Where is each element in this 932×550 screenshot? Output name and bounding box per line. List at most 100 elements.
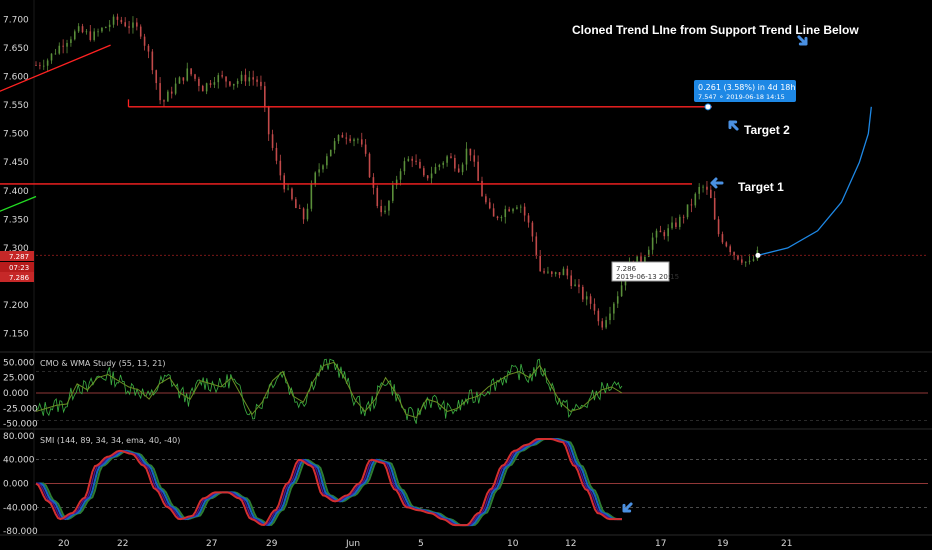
- candle-body: [624, 278, 627, 286]
- cmo-tick-label: 25.000: [3, 374, 35, 384]
- candle-body: [488, 202, 491, 209]
- candle-body: [539, 255, 541, 272]
- cmo-wma-line: [35, 361, 623, 419]
- candle-body: [682, 216, 685, 218]
- candle-body: [399, 171, 402, 180]
- candle-body: [578, 284, 580, 287]
- cmo-y-axis[interactable]: 50.000 25.000 0.000 -25.000 -50.000: [3, 358, 38, 429]
- candle-body: [640, 256, 642, 263]
- candle-body: [368, 153, 371, 178]
- candle-body: [388, 200, 390, 211]
- candle-body: [306, 208, 309, 220]
- candle-body: [543, 271, 545, 273]
- candle-body: [426, 175, 429, 179]
- price-tick-label: 7.200: [3, 301, 29, 311]
- candle-body: [50, 53, 53, 61]
- candle-body: [516, 207, 518, 209]
- x-tick-label: 21: [781, 539, 792, 549]
- drawing-lines[interactable]: [0, 44, 872, 332]
- candle-body: [329, 149, 332, 157]
- candle-body: [616, 296, 619, 304]
- smi-panel-label[interactable]: SMI (144, 89, 34, 34, ema, 40, -40): [40, 436, 180, 445]
- candle-body: [613, 303, 615, 314]
- candle-body: [504, 209, 507, 218]
- candle-body: [500, 217, 503, 219]
- candle-body: [232, 83, 235, 86]
- candle-body: [333, 141, 336, 150]
- candle-body: [531, 222, 534, 237]
- candle-body: [690, 204, 693, 206]
- candle-body: [66, 42, 68, 47]
- candle-body: [752, 259, 755, 261]
- candle-body: [349, 138, 351, 142]
- candle-body: [159, 83, 161, 101]
- cmo-tick-label: -25.000: [3, 404, 38, 414]
- cmo-tick-label: -50.000: [3, 420, 38, 430]
- cmo-panel-label[interactable]: CMO & WMA Study (55, 13, 21): [40, 359, 166, 368]
- candle-body: [686, 204, 689, 218]
- candle-body: [423, 168, 425, 176]
- candle-body: [663, 232, 666, 237]
- candle-body: [376, 187, 379, 207]
- smi-tick-label: 40.000: [3, 456, 35, 466]
- candle-body: [318, 169, 320, 173]
- candle-body: [589, 296, 592, 304]
- price-tick-label: 7.650: [3, 44, 29, 54]
- candle-body: [566, 268, 569, 276]
- candle-body: [143, 36, 146, 46]
- candle-body: [256, 79, 258, 82]
- candle-body: [112, 16, 115, 25]
- candle-body: [698, 186, 700, 194]
- candle-body: [326, 156, 328, 166]
- candle-body: [438, 164, 441, 168]
- svg-text:07:23: 07:23: [9, 264, 29, 272]
- candle-body: [295, 199, 297, 209]
- candle-body: [554, 272, 557, 274]
- candle-body: [360, 139, 363, 145]
- candle-body: [357, 139, 359, 141]
- price-tick-label: 7.550: [3, 101, 29, 111]
- smi-tick-label: 0.000: [3, 480, 29, 490]
- target2-label: Target 2: [744, 123, 790, 137]
- candle-body: [465, 148, 468, 165]
- time-x-axis[interactable]: 20 22 27 29 Jun 5 10 12 17 19 21: [58, 539, 792, 549]
- candle-body: [523, 206, 526, 216]
- x-tick-label: 5: [418, 539, 424, 549]
- candle-body: [473, 155, 476, 162]
- candle-body: [547, 271, 549, 273]
- candle-body: [644, 256, 646, 263]
- candle-body: [492, 208, 495, 217]
- candle-body: [562, 268, 565, 276]
- price-tick-label: 7.700: [3, 15, 29, 25]
- candle-body: [105, 27, 107, 28]
- arrow-up-right-icon-shape: [622, 502, 633, 513]
- candle-body: [574, 284, 576, 286]
- price-series: [35, 13, 928, 331]
- candle-body: [182, 77, 185, 81]
- smi-tick-label: -80.000: [3, 527, 38, 537]
- candle-body: [248, 77, 251, 82]
- cmo-tick-label: 50.000: [3, 358, 35, 368]
- candle-body: [302, 208, 305, 220]
- candle-body: [446, 156, 448, 163]
- candle-body: [244, 74, 247, 82]
- candle-body: [194, 74, 196, 79]
- candle-body: [601, 321, 604, 328]
- smi-y-axis[interactable]: 80.000 40.000 0.000 -40.000 -80.000: [3, 432, 38, 537]
- arrow-down-right-icon-shape: [797, 35, 808, 46]
- candle-body: [54, 53, 57, 55]
- candle-body: [213, 82, 216, 85]
- candle-body: [651, 237, 654, 250]
- candle-body: [120, 19, 123, 23]
- candle-body: [42, 65, 45, 67]
- candle-body: [128, 26, 130, 28]
- candle-body: [287, 188, 289, 190]
- projection-start-point: [755, 252, 761, 258]
- svg-text:7.286: 7.286: [9, 274, 30, 282]
- price-tick-label: 7.500: [3, 130, 29, 140]
- candle-body: [291, 188, 293, 200]
- cloned-trend-line: [0, 44, 111, 92]
- candle-body: [124, 22, 126, 27]
- candle-body: [597, 310, 600, 322]
